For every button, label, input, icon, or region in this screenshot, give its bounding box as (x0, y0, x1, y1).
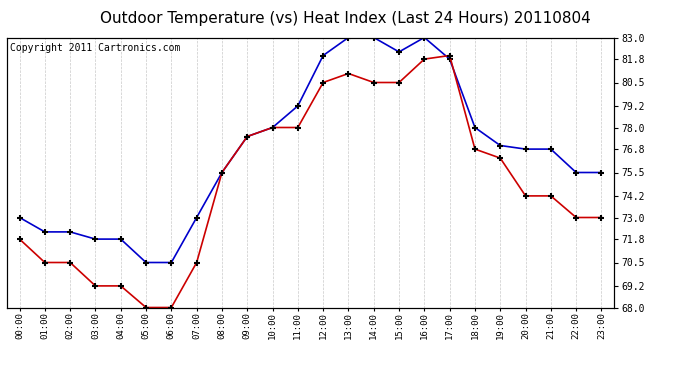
Text: Copyright 2011 Cartronics.com: Copyright 2011 Cartronics.com (10, 43, 180, 53)
Text: Outdoor Temperature (vs) Heat Index (Last 24 Hours) 20110804: Outdoor Temperature (vs) Heat Index (Las… (99, 11, 591, 26)
